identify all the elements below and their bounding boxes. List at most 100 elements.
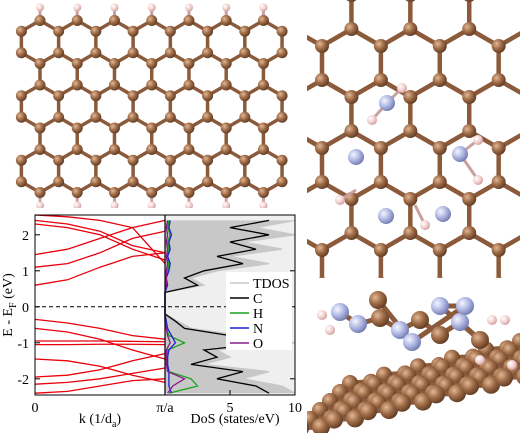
C-atom: [34, 187, 46, 198]
C-atom: [127, 90, 139, 102]
x-label-suffix: ): [116, 412, 121, 427]
H-atom: [259, 201, 268, 208]
C-atom: [15, 176, 27, 188]
C-atom: [516, 368, 520, 384]
band-line: [34, 358, 166, 384]
C-atom: [276, 111, 288, 123]
C-atom: [432, 175, 447, 189]
C-atom: [164, 25, 176, 37]
H-atom: [222, 201, 231, 208]
C-atom: [220, 187, 232, 198]
C-atom: [373, 73, 388, 87]
C-atom: [432, 73, 447, 87]
band-line: [34, 230, 166, 268]
C-atom: [183, 15, 195, 26]
H-atom: [325, 325, 335, 335]
H-atom: [473, 135, 483, 145]
structures: [15, 0, 520, 433]
H-atom: [147, 201, 156, 208]
C-atom: [315, 39, 329, 53]
C-atom: [403, 90, 418, 104]
C-atom: [403, 226, 418, 240]
C-atom: [369, 291, 387, 309]
C-atom: [108, 122, 120, 134]
C-atom: [491, 141, 506, 155]
C-atom: [411, 311, 429, 329]
side-view-structure: [307, 291, 520, 433]
y-tick-label: -1: [17, 337, 29, 352]
H-atom: [420, 220, 430, 230]
plots: k (1/da) DoS (states/eV) -2 -1 0 1 2 0 π/a 5 10 T…: [1, 214, 302, 430]
C-atom: [53, 25, 65, 37]
C-atom: [146, 58, 158, 69]
bond: [322, 284, 351, 301]
C-atom: [34, 58, 46, 69]
legend-label: H: [253, 307, 263, 322]
C-atom: [344, 90, 359, 104]
C-atom: [146, 187, 158, 198]
C-atom: [431, 326, 449, 344]
C-atom: [344, 226, 359, 240]
C-atom: [34, 122, 46, 134]
C-atom: [34, 79, 46, 91]
band-line: [34, 378, 166, 394]
C-atom: [286, 124, 300, 138]
bond: [293, 284, 322, 301]
y-axis-label: E - EF (eV): [1, 273, 19, 337]
C-atom: [495, 368, 513, 387]
ribbon-structure: [15, 3, 288, 208]
tdos-area: [165, 220, 295, 394]
C-atom: [90, 47, 102, 59]
C-atom: [15, 47, 27, 59]
C-atom: [108, 187, 120, 198]
C-atom: [346, 0, 357, 2]
C-atom: [164, 90, 176, 102]
C-atom: [257, 187, 269, 198]
C-atom: [461, 377, 479, 395]
band-line: [34, 223, 166, 261]
y-tick-label: 2: [22, 229, 29, 244]
C-atom: [90, 90, 102, 102]
C-atom: [71, 122, 83, 134]
C-atom: [318, 277, 326, 278]
C-atom: [108, 58, 120, 69]
C-atom: [256, 39, 270, 53]
C-atom: [403, 124, 418, 138]
C-atom: [220, 79, 232, 91]
C-atom: [71, 15, 83, 26]
C-atom: [462, 124, 477, 138]
H-atom: [73, 3, 82, 12]
C-atom: [146, 79, 158, 91]
C-atom: [239, 111, 251, 123]
C-atom: [491, 39, 506, 53]
C-atom: [462, 192, 477, 206]
C-atom: [239, 176, 251, 188]
C-atom: [220, 144, 232, 155]
C-atom: [373, 243, 388, 257]
y-label-sub: F: [8, 302, 19, 308]
band-line: [34, 352, 166, 378]
C-atom: [227, 0, 241, 2]
legend-box: [226, 272, 292, 350]
C-atom: [220, 15, 232, 26]
C-atom: [220, 122, 232, 134]
band-line: [34, 367, 166, 385]
C-atom: [276, 47, 288, 59]
H-atom: [184, 3, 193, 12]
dos-axis-label: DoS (states/eV): [190, 412, 279, 427]
band-line: [34, 318, 166, 340]
H-atom: [367, 115, 377, 125]
x-tick-label: 10: [288, 401, 302, 416]
C-atom: [202, 176, 214, 188]
y-tick-label: -2: [17, 373, 29, 388]
H-atom: [475, 355, 485, 365]
N-atom: [391, 321, 409, 339]
C-atom: [257, 144, 269, 155]
legend-label: O: [253, 337, 263, 352]
C-atom: [393, 393, 411, 412]
H-atom: [110, 3, 119, 12]
H-atom: [259, 3, 268, 12]
C-atom: [15, 25, 27, 37]
C-atom: [377, 277, 385, 278]
C-atom: [15, 154, 27, 166]
